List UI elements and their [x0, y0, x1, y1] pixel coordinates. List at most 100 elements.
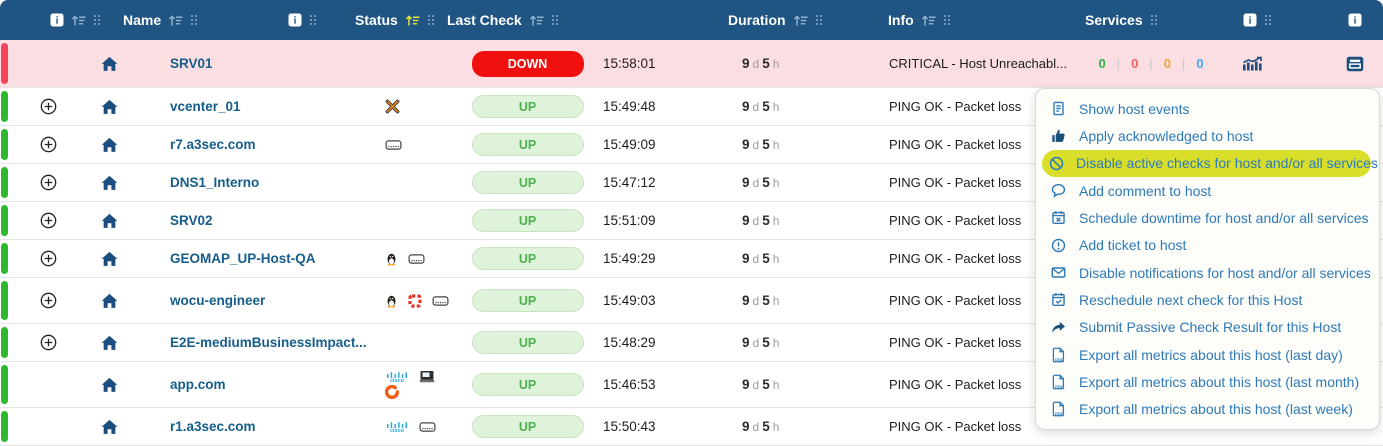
- expand-plus-icon[interactable]: [40, 250, 57, 267]
- drag-handle-icon[interactable]: [190, 14, 198, 26]
- home-icon[interactable]: [101, 137, 118, 153]
- name-cell[interactable]: app.com: [140, 377, 360, 392]
- status-badge: UP: [471, 133, 584, 156]
- expand-cell[interactable]: [0, 212, 78, 229]
- duration-days: 9: [742, 137, 750, 152]
- sort-icon[interactable]: [529, 14, 544, 27]
- expand-cell[interactable]: [0, 334, 78, 351]
- menu-item[interactable]: PDF Export all metrics about this host (l…: [1036, 341, 1379, 368]
- host-name-link[interactable]: app.com: [170, 377, 226, 392]
- metrics-cell[interactable]: [1215, 56, 1290, 72]
- sort-icon[interactable]: [921, 14, 936, 27]
- drag-handle-icon[interactable]: [815, 14, 823, 26]
- home-icon[interactable]: [101, 99, 118, 115]
- home-cell[interactable]: [78, 99, 140, 115]
- expand-cell[interactable]: [0, 98, 78, 115]
- name-cell[interactable]: SRV02: [140, 213, 360, 228]
- name-cell[interactable]: r1.a3sec.com: [140, 419, 360, 434]
- home-icon[interactable]: [101, 213, 118, 229]
- table-row[interactable]: SRV01 DOWN 15:58:01 9 d 5 h CRITICAL - Host Unr…: [0, 40, 1383, 88]
- home-icon[interactable]: [101, 335, 118, 351]
- host-name-link[interactable]: GEOMAP_UP-Host-QA: [170, 251, 316, 266]
- menu-item[interactable]: Submit Passive Check Result for this Hos…: [1036, 314, 1379, 341]
- name-cell[interactable]: GEOMAP_UP-Host-QA: [140, 251, 360, 266]
- services-warning-count[interactable]: 0: [1163, 56, 1171, 71]
- name-cell[interactable]: DNS1_Interno: [140, 175, 360, 190]
- menu-item[interactable]: Apply acknowledged to host: [1036, 122, 1379, 149]
- drag-handle-icon[interactable]: [1264, 14, 1272, 26]
- host-name-link[interactable]: r7.a3sec.com: [170, 137, 256, 152]
- name-cell[interactable]: E2E-mediumBusinessImpact...: [140, 335, 367, 350]
- home-cell[interactable]: [78, 377, 140, 393]
- name-cell[interactable]: r7.a3sec.com: [140, 137, 360, 152]
- drag-handle-icon[interactable]: [309, 14, 317, 26]
- host-name-link[interactable]: wocu-engineer: [170, 293, 266, 308]
- info-icon[interactable]: i: [1348, 13, 1362, 27]
- host-name-link[interactable]: r1.a3sec.com: [170, 419, 256, 434]
- home-icon[interactable]: [101, 419, 118, 435]
- host-name-link[interactable]: vcenter_01: [170, 99, 241, 114]
- menu-item[interactable]: Schedule downtime for host and/or all se…: [1036, 204, 1379, 231]
- drag-handle-icon[interactable]: [1150, 14, 1158, 26]
- name-cell[interactable]: SRV01: [140, 56, 360, 71]
- menu-item[interactable]: Disable active checks for host and/or al…: [1042, 149, 1378, 177]
- home-cell[interactable]: [78, 335, 140, 351]
- expand-cell[interactable]: [0, 250, 78, 267]
- home-cell[interactable]: [78, 419, 140, 435]
- menu-item[interactable]: Show host events: [1036, 95, 1379, 122]
- home-cell[interactable]: [78, 175, 140, 191]
- home-cell[interactable]: [78, 213, 140, 229]
- services-cell[interactable]: 0 | 0 | 0 | 0: [1065, 56, 1215, 71]
- expand-plus-icon[interactable]: [40, 334, 57, 351]
- name-cell[interactable]: wocu-engineer: [140, 293, 360, 308]
- home-icon[interactable]: [101, 175, 118, 191]
- expand-plus-icon[interactable]: [40, 136, 57, 153]
- home-icon[interactable]: [101, 377, 118, 393]
- sort-icon-active[interactable]: [405, 14, 420, 27]
- home-icon[interactable]: [101, 56, 118, 72]
- menu-item[interactable]: PDF Export all metrics about this host (l…: [1036, 368, 1379, 395]
- menu-item[interactable]: Add comment to host: [1036, 177, 1379, 204]
- services-ok-count[interactable]: 0: [1098, 56, 1106, 71]
- metrics-chart-icon[interactable]: [1242, 56, 1263, 72]
- info-icon[interactable]: i: [50, 13, 64, 27]
- expand-plus-icon[interactable]: [40, 212, 57, 229]
- expand-plus-icon[interactable]: [40, 292, 57, 309]
- services-critical-count[interactable]: 0: [1131, 56, 1139, 71]
- sort-icon[interactable]: [793, 14, 808, 27]
- drag-handle-icon[interactable]: [93, 14, 101, 26]
- info-icon[interactable]: i: [288, 13, 302, 27]
- actions-cell[interactable]: [1290, 56, 1383, 72]
- svg-text:PDF: PDF: [1055, 384, 1064, 389]
- host-name-link[interactable]: DNS1_Interno: [170, 175, 260, 190]
- drag-handle-icon[interactable]: [551, 14, 559, 26]
- comment-icon: [1049, 183, 1067, 198]
- sort-icon[interactable]: [168, 14, 183, 27]
- sort-icon[interactable]: [71, 14, 86, 27]
- home-icon[interactable]: [101, 251, 118, 267]
- expand-plus-icon[interactable]: [40, 174, 57, 191]
- host-name-link[interactable]: E2E-mediumBusinessImpact...: [170, 335, 367, 350]
- drag-handle-icon[interactable]: [943, 14, 951, 26]
- host-name-link[interactable]: SRV02: [170, 213, 213, 228]
- info-icon[interactable]: i: [1243, 13, 1257, 27]
- home-icon[interactable]: [101, 293, 118, 309]
- expand-plus-icon[interactable]: [40, 98, 57, 115]
- drag-handle-icon[interactable]: [427, 14, 435, 26]
- home-cell[interactable]: [78, 56, 140, 72]
- home-cell[interactable]: [78, 251, 140, 267]
- menu-item[interactable]: Add ticket to host: [1036, 232, 1379, 259]
- host-actions-menu-icon[interactable]: [1346, 56, 1364, 72]
- name-cell[interactable]: vcenter_01: [140, 99, 360, 114]
- expand-cell[interactable]: [0, 174, 78, 191]
- menu-item[interactable]: Reschedule next check for this Host: [1036, 286, 1379, 313]
- menu-item[interactable]: Disable notifications for host and/or al…: [1036, 259, 1379, 286]
- host-name-link[interactable]: SRV01: [170, 56, 213, 71]
- services-unknown-count[interactable]: 0: [1196, 56, 1204, 71]
- menu-item[interactable]: PDF Export all metrics about this host (l…: [1036, 396, 1379, 423]
- expand-cell[interactable]: [0, 292, 78, 309]
- menu-item-label: Disable notifications for host and/or al…: [1079, 264, 1371, 281]
- home-cell[interactable]: [78, 293, 140, 309]
- home-cell[interactable]: [78, 137, 140, 153]
- expand-cell[interactable]: [0, 136, 78, 153]
